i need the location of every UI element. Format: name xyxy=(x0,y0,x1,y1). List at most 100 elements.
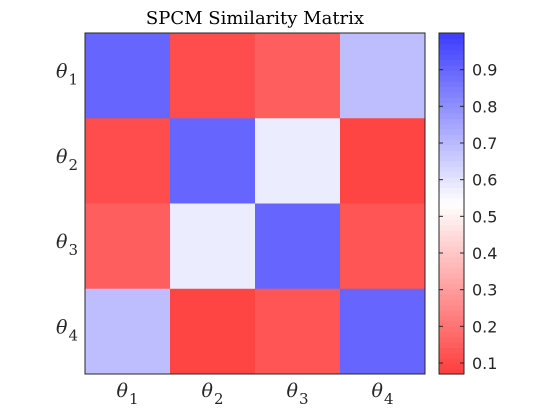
x-tick-label-2: θ2 xyxy=(202,380,224,408)
colorbar-tick-label: 0.3 xyxy=(472,281,497,300)
heatmap-cell-r1-c1 xyxy=(85,33,171,119)
heatmap-cell-r1-c2 xyxy=(170,33,256,119)
colorbar-band xyxy=(439,38,464,45)
colorbar-band xyxy=(439,91,464,98)
colorbar-band xyxy=(439,112,464,119)
colorbar-band xyxy=(439,176,464,183)
colorbar-band xyxy=(439,315,464,322)
colorbar-band xyxy=(439,70,464,77)
colorbar-band xyxy=(439,160,464,167)
colorbar-band xyxy=(439,33,464,39)
colorbar-band xyxy=(439,278,464,285)
colorbar-tick-label: 0.6 xyxy=(472,171,497,190)
colorbar-band xyxy=(439,155,464,162)
colorbar-band xyxy=(439,320,464,327)
x-tick-label-3: θ3 xyxy=(287,380,309,408)
colorbar-tick-label: 0.8 xyxy=(472,97,497,116)
colorbar-frame xyxy=(438,32,465,375)
colorbar-band xyxy=(439,272,464,279)
colorbar-band xyxy=(439,342,464,348)
colorbar-band xyxy=(439,80,464,87)
plot-frame xyxy=(84,32,426,375)
colorbar-band xyxy=(439,144,464,151)
colorbar-band xyxy=(439,86,464,93)
colorbar-band xyxy=(439,171,464,178)
y-tick-label-3: θ3 xyxy=(56,231,78,259)
colorbar-band xyxy=(439,288,464,295)
chart-title: SPCM Similarity Matrix xyxy=(146,8,364,29)
heatmap-cell-r3-c2 xyxy=(170,203,256,290)
colorbar-tick-label: 0.1 xyxy=(472,354,497,373)
colorbar-band xyxy=(439,352,464,359)
colorbar-tick-labels: 0.1 0.2 0.3 0.4 0.5 0.6 0.7 0.8 0.9 xyxy=(472,61,497,373)
colorbar-band xyxy=(439,150,464,157)
colorbar-band xyxy=(439,230,464,237)
colorbar-band xyxy=(439,336,464,343)
heatmap-cells xyxy=(84,32,426,375)
colorbar-band xyxy=(439,128,464,135)
colorbar-band xyxy=(439,368,464,375)
colorbar-band xyxy=(439,219,464,226)
heatmap-cell-r1-c3 xyxy=(255,33,341,119)
colorbar-band xyxy=(439,240,464,247)
colorbar-band xyxy=(439,102,464,109)
colorbar-band xyxy=(439,267,464,274)
colorbar-band xyxy=(439,64,464,71)
y-tick-label-4: θ4 xyxy=(56,316,78,344)
colorbar-band xyxy=(439,235,464,242)
colorbar-band xyxy=(439,139,464,146)
colorbar-band xyxy=(439,123,464,130)
y-tick-label-1: θ1 xyxy=(56,61,78,89)
colorbar-tick-label: 0.7 xyxy=(472,134,497,153)
heatmap-cell-r4-c2 xyxy=(170,288,256,375)
colorbar xyxy=(438,32,465,375)
colorbar-band xyxy=(439,134,464,141)
colorbar-band xyxy=(439,43,464,50)
colorbar-band xyxy=(439,304,464,311)
colorbar-band xyxy=(439,59,464,66)
heatmap-cell-r1-c4 xyxy=(340,33,426,119)
heatmap-cell-r4-c3 xyxy=(255,288,341,375)
colorbar-band xyxy=(439,166,464,173)
colorbar-band xyxy=(439,251,464,258)
colorbar-band xyxy=(439,283,464,290)
heatmap-cell-r4-c4 xyxy=(340,288,426,375)
colorbar-band xyxy=(439,75,464,82)
heatmap-cell-r2-c3 xyxy=(255,118,341,204)
colorbar-band xyxy=(439,246,464,253)
heatmap-cell-r2-c2 xyxy=(170,118,256,204)
colorbar-band xyxy=(439,262,464,269)
colorbar-band xyxy=(439,48,464,55)
colorbar-band xyxy=(439,107,464,114)
colorbar-band xyxy=(439,224,464,231)
heatmap-cell-r3-c3 xyxy=(255,203,341,290)
colorbar-tick-label: 0.4 xyxy=(472,244,497,263)
colorbar-band xyxy=(439,310,464,316)
colorbar-band xyxy=(439,54,464,61)
heatmap-cell-r2-c1 xyxy=(85,118,171,204)
colorbar-band xyxy=(439,192,464,199)
colorbar-band xyxy=(439,331,464,338)
colorbar-band xyxy=(439,358,464,364)
heatmap-cell-r3-c4 xyxy=(340,203,426,290)
colorbar-band xyxy=(439,203,464,210)
colorbar-band xyxy=(439,299,464,306)
x-tick-label-4: θ4 xyxy=(372,380,394,408)
colorbar-tick-label: 0.9 xyxy=(472,61,497,80)
colorbar-band xyxy=(439,256,464,263)
x-tick-labels: θ1 θ2 θ3 θ4 xyxy=(117,380,394,408)
colorbar-band xyxy=(439,118,464,125)
heatmap-cell-r3-c1 xyxy=(85,203,171,290)
heatmap-cell-r4-c1 xyxy=(85,288,171,375)
x-tick-label-1: θ1 xyxy=(117,380,139,408)
colorbar-band xyxy=(439,208,464,215)
colorbar-band xyxy=(439,187,464,194)
colorbar-band xyxy=(439,214,464,221)
colorbar-band xyxy=(439,347,464,354)
colorbar-tick-label: 0.2 xyxy=(472,317,497,336)
colorbar-band xyxy=(439,182,464,189)
colorbar-band xyxy=(439,96,464,103)
colorbar-band xyxy=(439,363,464,370)
colorbar-tick-label: 0.5 xyxy=(472,207,497,226)
colorbar-band xyxy=(439,294,464,301)
